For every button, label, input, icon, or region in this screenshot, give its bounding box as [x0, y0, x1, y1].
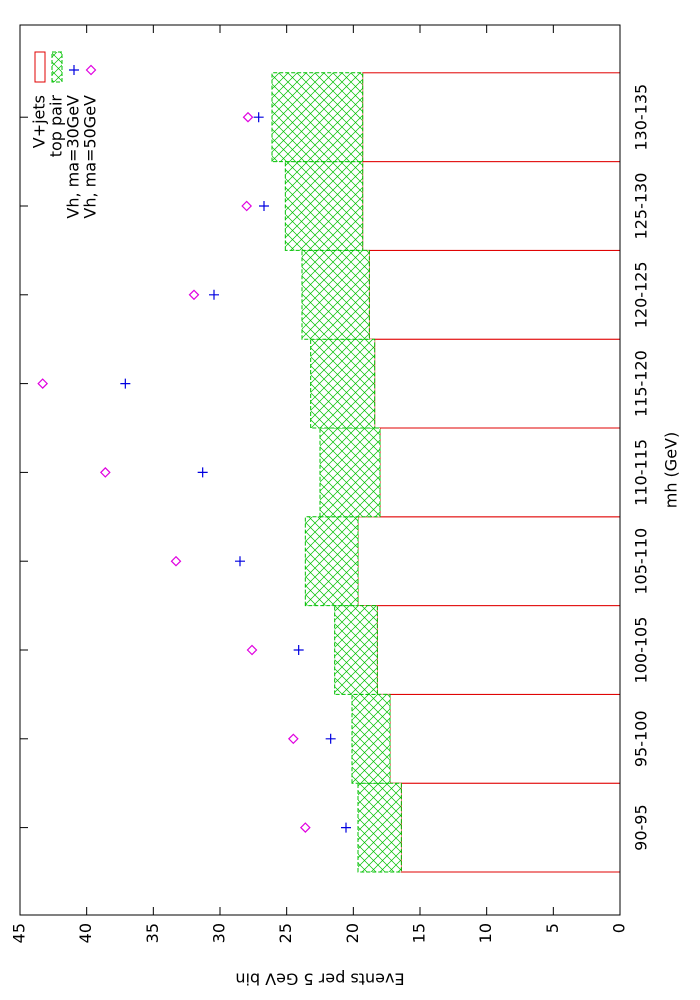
rotated-plot: mh (GeV) Events per 5 GeV bin 0 5 10 15 20 25…	[10, 24, 681, 989]
bar	[284, 161, 364, 251]
y-axis-label: Events per 5 GeV bin	[235, 970, 404, 989]
bar	[301, 249, 370, 340]
bar	[304, 516, 359, 607]
x-tick-label: 110-115	[632, 439, 651, 506]
legend-marker	[69, 65, 79, 75]
point	[197, 467, 208, 478]
legend-marker	[85, 64, 97, 76]
point	[253, 112, 264, 123]
bar	[351, 693, 391, 784]
point	[99, 467, 111, 478]
point	[325, 733, 336, 744]
plot-frame	[19, 24, 621, 916]
point	[242, 111, 254, 123]
legend-label: top pair	[47, 95, 66, 158]
bar	[357, 516, 621, 607]
bar	[368, 249, 621, 340]
x-tick-label: 115-120	[632, 350, 651, 417]
x-tick-label: 130-135	[632, 84, 651, 151]
x-tick-label: 90-95	[632, 804, 651, 851]
y-tick-label: 10	[476, 923, 495, 943]
y-tick-label: 45	[10, 923, 29, 943]
bar	[374, 338, 621, 429]
bar	[357, 782, 402, 873]
legend-label: V+jets	[30, 95, 49, 148]
y-tick-label: 25	[276, 923, 295, 943]
x-tick-label: 125-130	[632, 173, 651, 240]
point	[341, 822, 351, 833]
bar	[271, 72, 364, 163]
bar	[362, 161, 621, 251]
bar	[334, 605, 378, 695]
y-tick-label: 0	[610, 923, 629, 933]
bar	[376, 605, 621, 695]
x-tick-label: 100-105	[632, 617, 651, 684]
y-tick-label: 40	[76, 923, 95, 943]
point	[293, 645, 304, 655]
point	[37, 378, 49, 389]
legend-swatch	[34, 51, 46, 83]
y-tick-label: 5	[543, 923, 562, 933]
legend-label: Vh, ma=50GeV	[81, 95, 100, 219]
x-tick-label: 95-100	[632, 710, 651, 767]
legend-swatch	[51, 51, 63, 83]
y-tick-label: 20	[343, 923, 362, 943]
point	[170, 555, 182, 567]
bar	[310, 338, 376, 429]
point	[299, 822, 311, 833]
point	[259, 201, 269, 211]
y-tick-label: 30	[210, 923, 229, 943]
bar	[379, 427, 621, 518]
point	[246, 644, 258, 656]
x-tick-label: 120-125	[632, 261, 651, 328]
x-axis-label: mh (GeV)	[662, 432, 681, 508]
bar	[319, 427, 381, 518]
bar	[400, 782, 621, 873]
point	[120, 378, 131, 389]
bar	[389, 693, 621, 784]
point	[287, 733, 299, 745]
x-tick-label: 105-110	[632, 528, 651, 595]
point	[209, 289, 219, 300]
legend-label: Vh, ma=30GeV	[64, 95, 83, 219]
y-tick-label: 35	[143, 923, 162, 943]
y-tick-label: 15	[410, 923, 429, 943]
bar	[362, 72, 621, 163]
point	[188, 289, 200, 301]
point	[235, 556, 245, 567]
point	[241, 200, 253, 212]
